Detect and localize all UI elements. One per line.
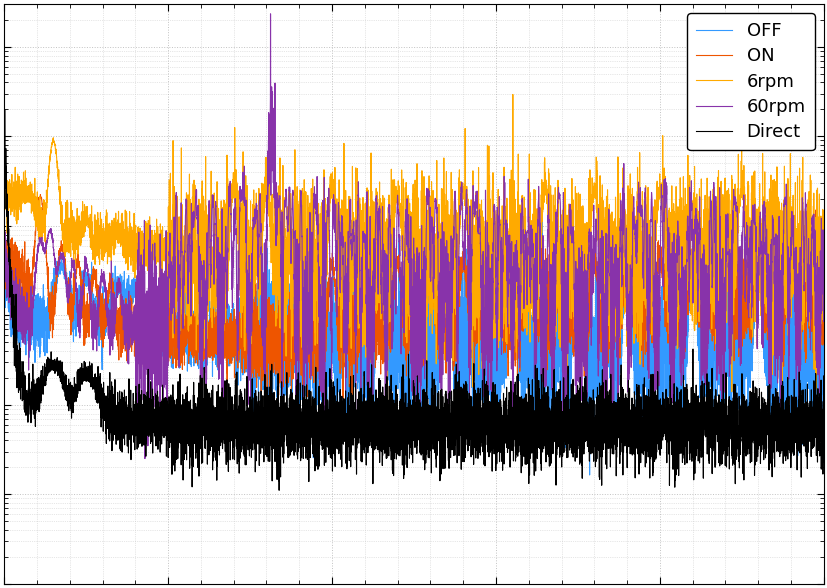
ON bbox=[262, 400, 272, 407]
Legend: OFF, ON, 6rpm, 60rpm, Direct: OFF, ON, 6rpm, 60rpm, Direct bbox=[686, 13, 814, 150]
Direct bbox=[484, 402, 494, 409]
ON bbox=[818, 322, 827, 329]
60rpm bbox=[265, 11, 275, 18]
ON bbox=[36, 191, 45, 198]
ON bbox=[606, 305, 616, 312]
Direct bbox=[650, 451, 660, 458]
OFF bbox=[606, 382, 616, 389]
60rpm bbox=[520, 229, 530, 236]
60rpm bbox=[818, 290, 827, 297]
ON bbox=[296, 363, 306, 370]
6rpm bbox=[382, 405, 392, 412]
ON bbox=[0, 252, 10, 259]
OFF bbox=[296, 360, 306, 367]
Direct bbox=[274, 487, 284, 494]
Direct bbox=[519, 422, 529, 429]
OFF bbox=[0, 265, 10, 272]
OFF bbox=[519, 384, 529, 391]
Line: ON: ON bbox=[5, 195, 823, 404]
OFF bbox=[650, 383, 660, 390]
60rpm bbox=[484, 307, 494, 314]
ON bbox=[41, 250, 51, 257]
ON bbox=[650, 283, 660, 290]
OFF bbox=[484, 391, 494, 398]
OFF bbox=[41, 303, 51, 310]
Direct bbox=[41, 366, 51, 373]
60rpm bbox=[650, 259, 660, 266]
OFF bbox=[254, 209, 264, 216]
6rpm bbox=[296, 263, 306, 270]
6rpm bbox=[650, 212, 660, 219]
60rpm bbox=[41, 240, 51, 248]
60rpm bbox=[0, 259, 10, 266]
Line: OFF: OFF bbox=[5, 212, 823, 475]
Direct bbox=[606, 429, 616, 436]
OFF bbox=[584, 472, 594, 479]
ON bbox=[484, 278, 494, 285]
60rpm bbox=[606, 340, 616, 348]
6rpm bbox=[0, 195, 10, 202]
ON bbox=[520, 269, 530, 276]
6rpm bbox=[520, 268, 530, 275]
Direct bbox=[0, 106, 10, 113]
Line: 60rpm: 60rpm bbox=[5, 14, 823, 459]
Line: 6rpm: 6rpm bbox=[5, 95, 823, 409]
6rpm bbox=[41, 202, 51, 209]
Direct bbox=[296, 454, 306, 461]
6rpm bbox=[507, 91, 517, 98]
6rpm bbox=[818, 313, 827, 320]
6rpm bbox=[606, 235, 616, 242]
Line: Direct: Direct bbox=[5, 110, 823, 490]
6rpm bbox=[484, 196, 494, 203]
60rpm bbox=[140, 455, 150, 462]
60rpm bbox=[296, 213, 306, 220]
OFF bbox=[818, 346, 827, 353]
Direct bbox=[818, 448, 827, 455]
